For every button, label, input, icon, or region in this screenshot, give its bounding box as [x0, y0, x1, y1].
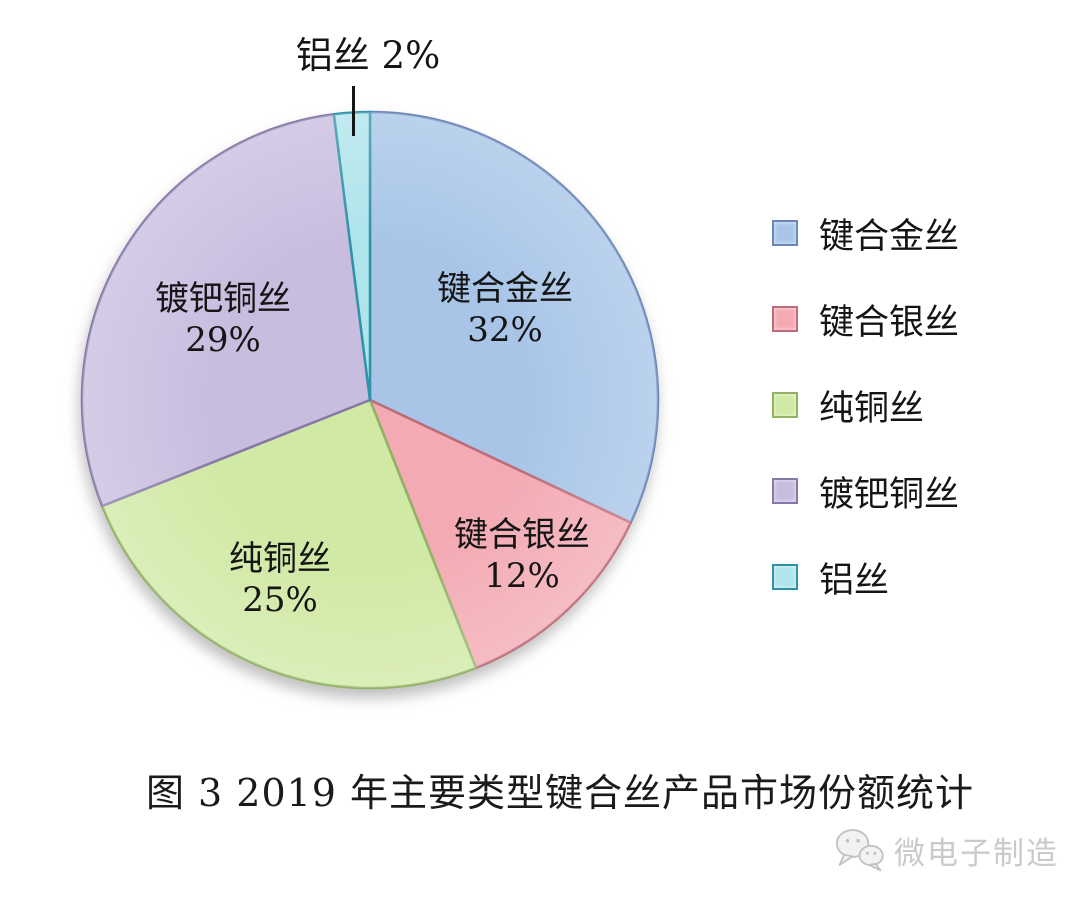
- wechat-icon: [835, 829, 884, 872]
- slice-label-pct: 12%: [484, 556, 560, 596]
- legend-label: 镀钯铜丝: [819, 474, 960, 515]
- slice-label-pct: 29%: [185, 320, 261, 360]
- legend-item-pdcu: 镀钯铜丝: [772, 472, 959, 515]
- callout-leader-line: [352, 86, 355, 136]
- legend-label: 铝丝: [819, 560, 890, 601]
- slice-label-name: 键合金丝: [437, 269, 573, 310]
- slice-label-gold: 键合金丝 32%: [437, 269, 573, 351]
- slice-callout-pct: 2%: [381, 34, 441, 77]
- slice-label-name: 纯铜丝: [229, 539, 331, 580]
- legend-label: 键合金丝: [819, 216, 960, 257]
- slice-label-pct: 25%: [242, 580, 318, 620]
- legend: 键合金丝 键合银丝 纯铜丝 镀钯铜丝 铝丝: [772, 214, 959, 644]
- slice-callout-aluminum: 铝丝 2%: [296, 25, 440, 79]
- legend-item-silver: 键合银丝: [772, 300, 959, 343]
- slice-label-name: 镀钯铜丝: [155, 279, 291, 320]
- pie-chart: [80, 110, 660, 690]
- legend-item-gold: 键合金丝: [772, 214, 959, 257]
- legend-swatch: [772, 478, 798, 504]
- legend-swatch: [772, 564, 798, 590]
- legend-item-copper: 纯铜丝: [772, 386, 959, 429]
- watermark-text: 微电子制造: [894, 835, 1059, 872]
- slice-label-copper: 纯铜丝 25%: [229, 539, 331, 621]
- slice-label-silver: 键合银丝 12%: [454, 515, 590, 597]
- legend-label: 纯铜丝: [819, 388, 925, 429]
- legend-label: 键合银丝: [819, 302, 960, 343]
- slice-callout-name: 铝丝: [295, 34, 370, 77]
- legend-swatch: [772, 220, 798, 246]
- pie-highlight-overlay: [82, 112, 658, 688]
- slice-label-pct: 32%: [467, 310, 543, 350]
- legend-item-aluminum: 铝丝: [772, 558, 959, 601]
- slice-label-name: 键合银丝: [454, 515, 590, 556]
- legend-swatch: [772, 392, 798, 418]
- legend-swatch: [772, 306, 798, 332]
- watermark: 微电子制造: [834, 827, 1059, 873]
- slice-label-pdcu: 镀钯铜丝 29%: [155, 279, 291, 361]
- figure-caption: 图 3 2019 年主要类型键合丝产品市场份额统计: [145, 771, 975, 815]
